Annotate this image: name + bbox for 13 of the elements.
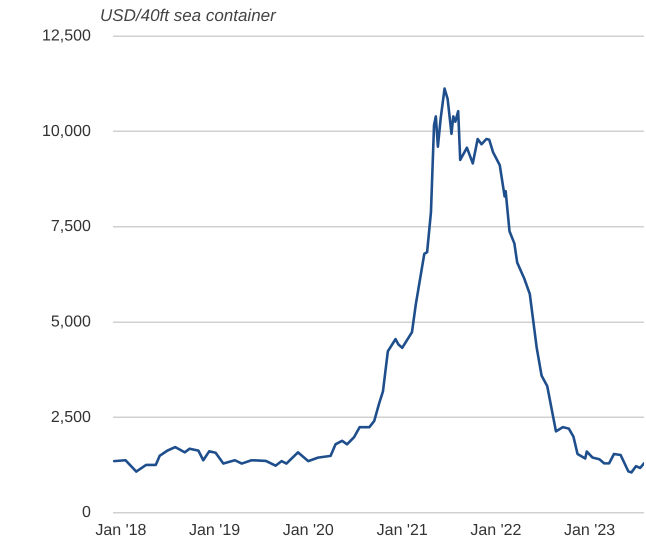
- y-tick-label: 5,000: [50, 313, 92, 330]
- x-tick-label: Jan '22: [470, 522, 522, 539]
- x-tick-label: Jan '18: [95, 522, 147, 539]
- x-tick-label: Jan '20: [282, 522, 334, 539]
- y-tick-label: 7,500: [50, 218, 92, 236]
- y-tick-label: 2,500: [50, 408, 92, 426]
- x-tick-label: Jan '19: [189, 522, 240, 539]
- y-tick-label: 10,000: [42, 122, 92, 140]
- y-tick-label: 0: [82, 504, 92, 522]
- x-tick-label: Jan '23: [564, 522, 616, 539]
- y-axis-title: USD/40ft sea container: [100, 6, 276, 26]
- x-tick-label: Jan '21: [376, 522, 428, 539]
- y-tick-label: 12,500: [42, 27, 92, 44]
